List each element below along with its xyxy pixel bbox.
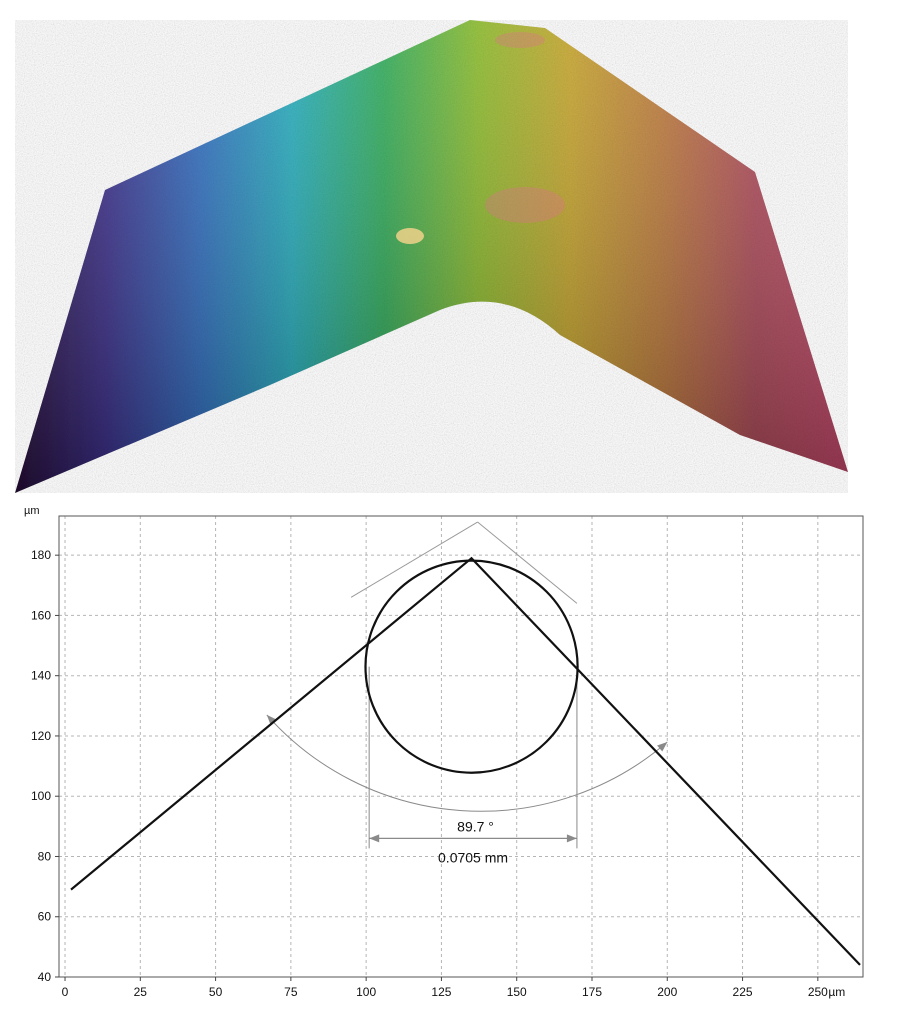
surface-bright-spot [396,228,424,244]
inscribed-circle [364,559,579,774]
x-unit-label: µm [828,985,845,999]
y-unit-label: µm [24,505,40,517]
y-tick-label: 60 [38,910,52,924]
x-tick-label: 50 [209,985,223,999]
x-tick-label: 0 [62,985,69,999]
width-arrowhead-right [566,834,577,843]
grid [59,516,863,977]
surface-ridge-highlight-top [495,32,545,48]
annotations [266,521,668,849]
surface-ridge-highlight [485,187,565,223]
surface-shading [15,20,848,493]
x-tick-label: 225 [733,985,753,999]
x-tick-label: 100 [356,985,376,999]
y-tick-label: 160 [31,608,51,622]
angle-arrowhead-left [266,714,277,725]
y-axis: 40 60 80 100 120 140 160 180 [31,548,59,984]
x-tick-label: 25 [134,985,148,999]
y-tick-label: 40 [38,970,52,984]
width-arrowhead-left [369,834,380,843]
y-tick-label: 120 [31,729,51,743]
x-axis: 0 25 50 75 100 125 150 175 200 225 250 µm [62,977,845,999]
plot-frame [58,515,864,978]
x-tick-label: 200 [657,985,677,999]
x-tick-label: 150 [507,985,527,999]
extension-line-right [477,521,578,604]
x-tick-label: 175 [582,985,602,999]
x-tick-label: 75 [284,985,298,999]
extension-line-left [350,521,478,598]
y-tick-label: 180 [31,548,51,562]
profile-series-line [70,556,861,966]
y-tick-label: 140 [31,669,51,683]
x-tick-label: 125 [431,985,451,999]
width-label: 0.0705 mm [438,849,508,865]
angle-arc [266,714,668,812]
angle-arrowhead-right [657,742,668,752]
surface-3d-render [15,20,848,493]
y-tick-label: 100 [31,789,51,803]
y-tick-label: 80 [38,849,52,863]
x-tick-label: 250 [808,985,828,999]
angle-label: 89.7 ° [457,819,494,835]
